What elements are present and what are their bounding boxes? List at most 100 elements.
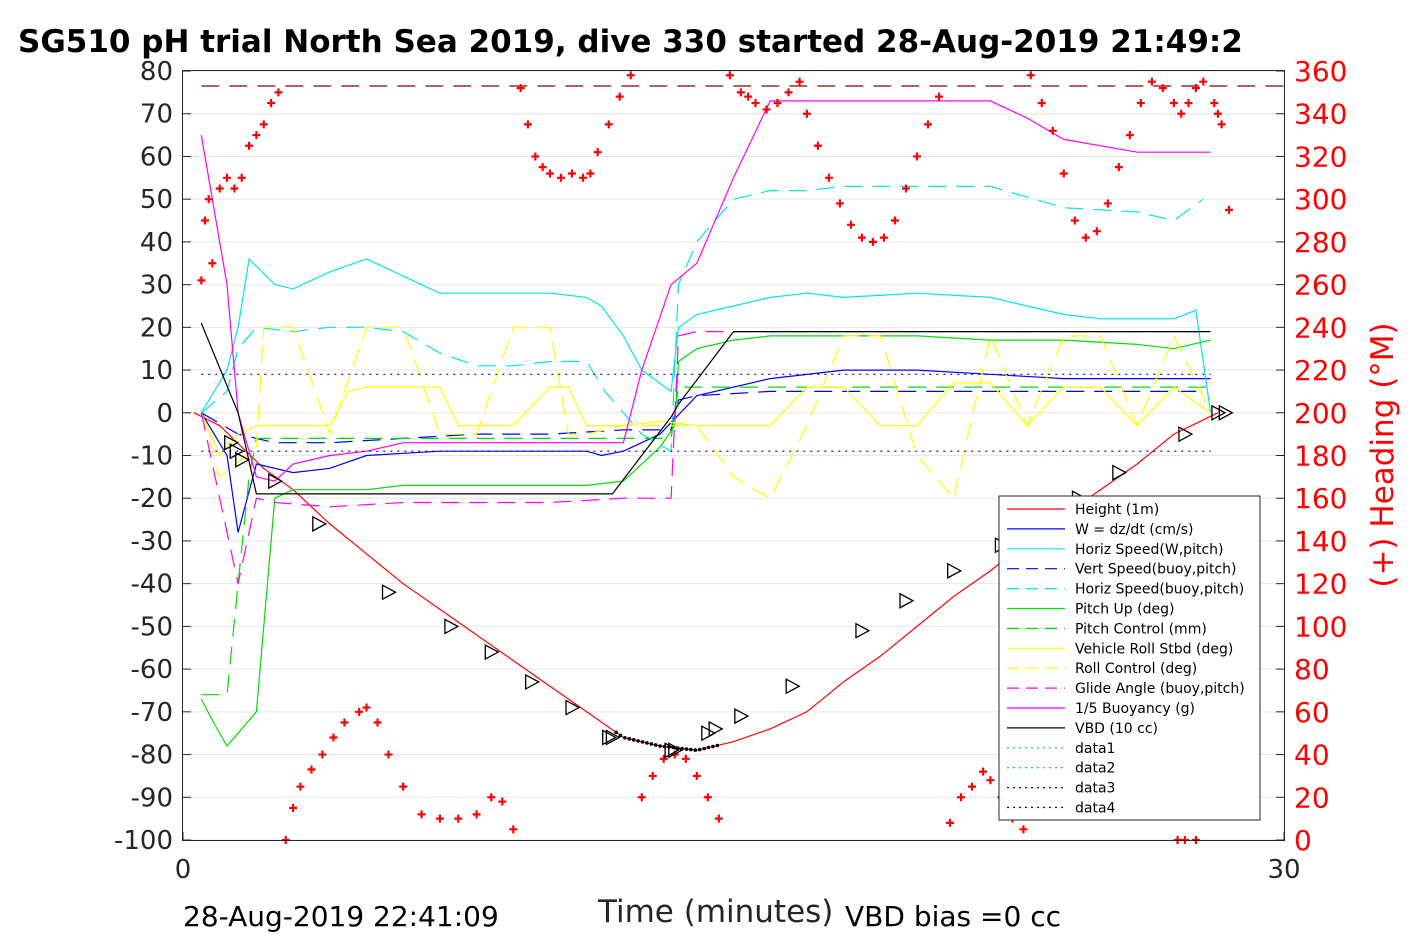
heading-point xyxy=(659,754,668,763)
bottom-sample-dot xyxy=(706,745,711,750)
heading-point xyxy=(1103,199,1112,208)
right-tick-label: 140 xyxy=(1294,525,1347,558)
heading-point xyxy=(1136,99,1145,108)
depth-marker xyxy=(1178,426,1194,443)
legend-entry: Vert Speed(buoy,pitch) xyxy=(1075,562,1237,578)
heading-point xyxy=(1210,99,1219,108)
legend-entry: VBD (10 cc) xyxy=(1075,721,1158,737)
heading-point xyxy=(1217,120,1226,129)
heading-point xyxy=(773,99,782,108)
heading-point xyxy=(267,99,276,108)
bottom-sample-dot xyxy=(675,746,680,750)
y-tick-label: -20 xyxy=(131,484,173,514)
heading-point xyxy=(274,88,283,97)
legend-entry: data1 xyxy=(1075,741,1115,757)
bottom-sample-dot xyxy=(640,740,645,744)
legend-entry: Roll Control (deg) xyxy=(1075,661,1197,677)
heading-point xyxy=(1059,169,1068,178)
series-line-horiz-speed-w-pitch xyxy=(200,257,1212,414)
heading-point xyxy=(637,793,646,802)
y-tick-label: 10 xyxy=(140,356,173,386)
left-y-axis: 80 70 60 50 40 30 20 10 0 -10 -20 -30 -40 -50 -60 -70 -8… xyxy=(114,57,191,856)
heading-point xyxy=(813,141,822,150)
heading-point xyxy=(744,92,753,101)
bottom-sample-dot xyxy=(667,745,671,749)
heading-point xyxy=(681,754,690,763)
depth-marker xyxy=(235,451,251,468)
heading-point xyxy=(531,152,540,161)
series-line-w-dz-dt-cm-s xyxy=(200,369,1211,533)
depth-marker xyxy=(708,720,724,738)
heading-point xyxy=(362,703,371,712)
depth-marker xyxy=(268,473,284,490)
bottom-sample-dot xyxy=(684,747,689,751)
bottom-sample-dot xyxy=(662,744,667,749)
heading-point xyxy=(498,797,507,806)
heading-point xyxy=(1213,109,1222,118)
right-tick-label: 80 xyxy=(1294,653,1330,686)
legend: Height (1m) W = dz/dt (cm/s) Horiz Speed(W… xyxy=(998,495,1261,821)
heading-point xyxy=(1037,99,1046,108)
depth-marker xyxy=(565,699,581,716)
y-tick-label: 80 xyxy=(140,57,173,87)
y-tick-label: 40 xyxy=(140,228,173,258)
depth-marker xyxy=(785,678,801,695)
heading-point xyxy=(435,814,444,823)
heading-point xyxy=(604,120,613,129)
depth-marker xyxy=(605,729,621,746)
right-tick-label: 360 xyxy=(1294,55,1347,88)
heading-point xyxy=(968,782,977,791)
y-tick-label: -100 xyxy=(114,826,173,856)
depth-marker xyxy=(855,622,871,639)
heading-point xyxy=(1048,126,1057,135)
heading-point xyxy=(1070,216,1079,225)
legend-entry: data2 xyxy=(1075,761,1115,777)
legend-entry: data3 xyxy=(1075,781,1115,797)
chart-title: SG510 pH trial North Sea 2019, dive 330 … xyxy=(18,24,1243,60)
y-tick-label: -60 xyxy=(131,655,173,685)
bottom-sample-dot xyxy=(627,737,632,741)
heading-point xyxy=(901,184,910,193)
legend-entry: Pitch Control (mm) xyxy=(1075,621,1207,637)
heading-point xyxy=(259,120,268,129)
depth-marker xyxy=(1211,404,1227,421)
bottom-sample-dot xyxy=(702,746,706,751)
heading-point xyxy=(568,169,577,178)
heading-point xyxy=(557,173,566,182)
heading-point xyxy=(252,131,261,140)
legend-box xyxy=(998,495,1261,821)
heading-point xyxy=(615,92,624,101)
heading-point xyxy=(318,750,327,759)
y-tick-label: 60 xyxy=(140,142,173,172)
bottom-sample-dot xyxy=(623,736,627,740)
bottom-sample-dot xyxy=(711,744,715,749)
bottom-sample-dot xyxy=(645,741,649,745)
heading-point xyxy=(802,109,811,118)
footer-vbd-bias: VBD bias =0 cc xyxy=(845,900,1061,933)
heading-point xyxy=(913,152,921,161)
heading-point xyxy=(384,750,393,759)
legend-entry: Glide Angle (buoy,pitch) xyxy=(1075,681,1245,697)
y-tick-label: -90 xyxy=(131,783,173,813)
heading-point xyxy=(751,99,760,108)
x-axis-label: Time (minutes) xyxy=(597,894,833,930)
heading-point xyxy=(935,92,944,101)
heading-point xyxy=(1114,163,1123,172)
plot-frame xyxy=(182,70,1285,841)
y-tick-label: -30 xyxy=(131,527,173,557)
heading-point xyxy=(237,173,246,182)
series-group xyxy=(193,85,1284,751)
heading-point xyxy=(979,767,988,776)
right-tick-label: 340 xyxy=(1294,98,1347,131)
y-tick-label: -50 xyxy=(131,612,173,642)
depth-marker xyxy=(484,643,500,661)
x-tick-label: 30 xyxy=(1267,855,1300,885)
right-tick-label: 160 xyxy=(1294,482,1347,515)
series-line-glide-angle-buoy-pitch xyxy=(200,331,1204,584)
bottom-sample-dot xyxy=(631,738,636,742)
heading-point xyxy=(230,184,239,193)
legend-entry: 1/5 Buoyancy (g) xyxy=(1075,701,1195,717)
heading-point xyxy=(340,718,349,727)
heading-point xyxy=(890,216,899,225)
y-tick-label: 50 xyxy=(140,185,173,215)
